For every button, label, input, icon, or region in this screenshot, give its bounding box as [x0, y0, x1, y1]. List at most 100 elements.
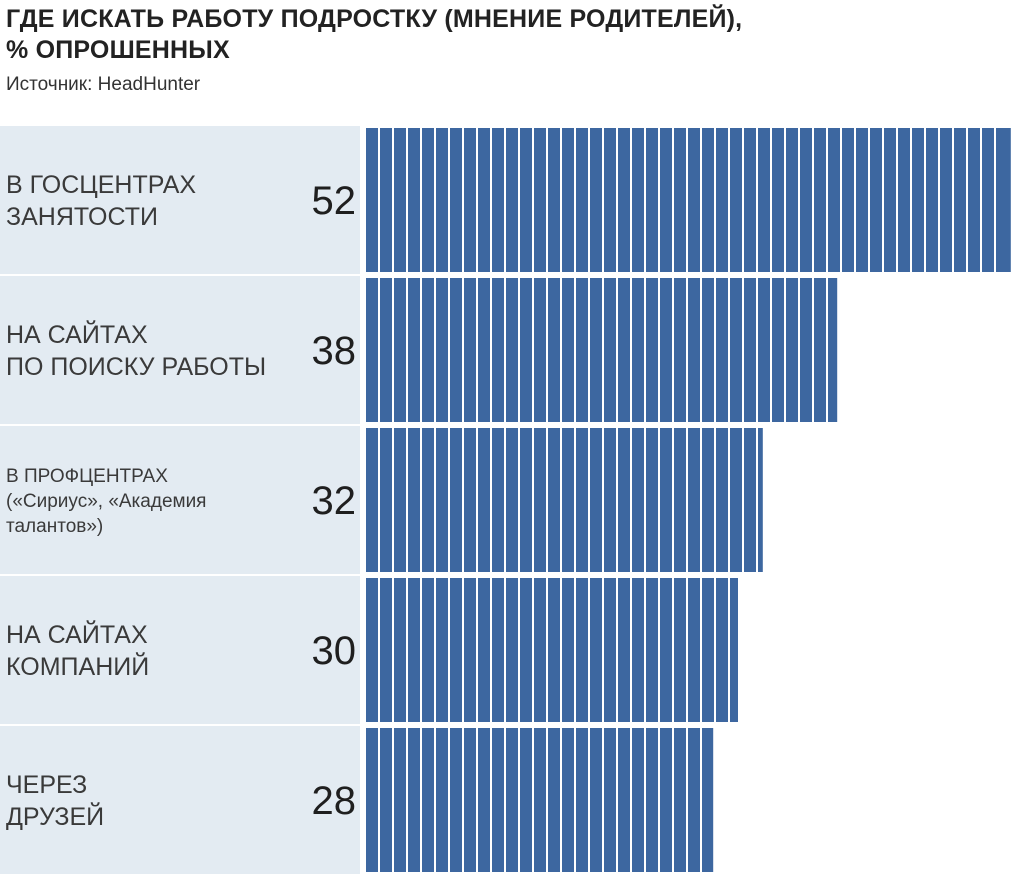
bar-divider — [840, 128, 842, 272]
bar-divider — [406, 428, 408, 572]
bar-divider — [490, 728, 492, 872]
bar-divider — [392, 728, 394, 872]
bar-divider — [742, 128, 744, 272]
bar-divider — [700, 428, 702, 572]
bar-divider — [658, 578, 660, 722]
bar-divider — [448, 428, 450, 572]
bar-divider — [490, 128, 492, 272]
bar-divider — [658, 428, 660, 572]
bar-divider — [686, 128, 688, 272]
bar-divider — [644, 578, 646, 722]
chart-title: ГДЕ ИСКАТЬ РАБОТУ ПОДРОСТКУ (МНЕНИЕ РОДИ… — [6, 4, 1016, 66]
bar-divider — [546, 428, 548, 572]
bar-divider — [476, 278, 478, 422]
value-label: 38 — [312, 329, 357, 373]
bar-divider — [434, 728, 436, 872]
bar-divider — [602, 278, 604, 422]
bar-divider — [574, 128, 576, 272]
bar-divider — [546, 728, 548, 872]
category-label: НА САЙТАХ — [6, 319, 148, 349]
bar-divider — [952, 128, 954, 272]
bar-divider — [784, 128, 786, 272]
chart-title-line-2: % ОПРОШЕННЫХ — [6, 36, 230, 64]
bar-divider — [588, 278, 590, 422]
bar-divider — [644, 128, 646, 272]
category-label: ДРУЗЕЙ — [6, 801, 104, 831]
bar — [366, 128, 1011, 272]
bar-divider — [420, 278, 422, 422]
bar-divider — [980, 128, 982, 272]
bar-divider — [560, 428, 562, 572]
bar-divider — [518, 728, 520, 872]
bar-divider — [868, 128, 870, 272]
bar-divider — [616, 578, 618, 722]
bar-divider — [574, 728, 576, 872]
bar-divider — [378, 428, 380, 572]
bar-divider — [462, 428, 464, 572]
bar-divider — [406, 278, 408, 422]
bar-divider — [574, 278, 576, 422]
bar-divider — [854, 128, 856, 272]
bar-divider — [630, 128, 632, 272]
bar-divider — [476, 728, 478, 872]
category-label: В ГОСЦЕНТРАХ — [6, 171, 196, 199]
category-band — [0, 726, 360, 874]
bar-divider — [588, 728, 590, 872]
bar-divider — [532, 428, 534, 572]
bar-divider — [602, 578, 604, 722]
bar-divider — [476, 578, 478, 722]
bar-divider — [812, 128, 814, 272]
bar-divider — [420, 428, 422, 572]
bar-divider — [672, 128, 674, 272]
bar-divider — [504, 128, 506, 272]
bar-divider — [882, 128, 884, 272]
bar-divider — [644, 278, 646, 422]
bar-divider — [490, 578, 492, 722]
bar-divider — [476, 428, 478, 572]
category-label: талантов») — [6, 516, 103, 537]
bar-divider — [462, 278, 464, 422]
bar-divider — [714, 578, 716, 722]
bar-divider — [504, 578, 506, 722]
bar-divider — [448, 278, 450, 422]
category-band — [0, 426, 360, 574]
bar-divider — [420, 728, 422, 872]
bar-divider — [574, 428, 576, 572]
bar-divider — [630, 278, 632, 422]
bar — [366, 578, 738, 722]
bar-divider — [714, 128, 716, 272]
bar-divider — [602, 728, 604, 872]
category-label: НА САЙТАХ — [6, 619, 148, 649]
bar-divider — [616, 428, 618, 572]
value-label: 28 — [312, 779, 357, 823]
bar-divider — [560, 578, 562, 722]
bar-divider — [994, 128, 996, 272]
category-band — [0, 126, 360, 274]
bar-divider — [588, 128, 590, 272]
bar-divider — [532, 128, 534, 272]
bar-divider — [686, 278, 688, 422]
bar-divider — [546, 128, 548, 272]
bar-divider — [504, 278, 506, 422]
bar-divider — [560, 128, 562, 272]
bar-divider — [602, 428, 604, 572]
bar-divider — [392, 428, 394, 572]
bar-divider — [602, 128, 604, 272]
bar-divider — [588, 578, 590, 722]
category-label: ЗАНЯТОСТИ — [6, 203, 158, 231]
bar-divider — [700, 728, 702, 872]
category-band — [0, 576, 360, 724]
bar — [366, 278, 838, 422]
value-label: 52 — [312, 179, 357, 223]
chart-source: Источник: HeadHunter — [6, 74, 201, 95]
bar-divider — [630, 578, 632, 722]
bar-divider — [630, 428, 632, 572]
category-band — [0, 276, 360, 424]
value-label: 30 — [312, 629, 357, 673]
bar-divider — [756, 128, 758, 272]
bar — [366, 728, 714, 872]
value-label: 32 — [312, 479, 357, 523]
bar-divider — [896, 128, 898, 272]
bar-divider — [700, 578, 702, 722]
bar-divider — [378, 728, 380, 872]
